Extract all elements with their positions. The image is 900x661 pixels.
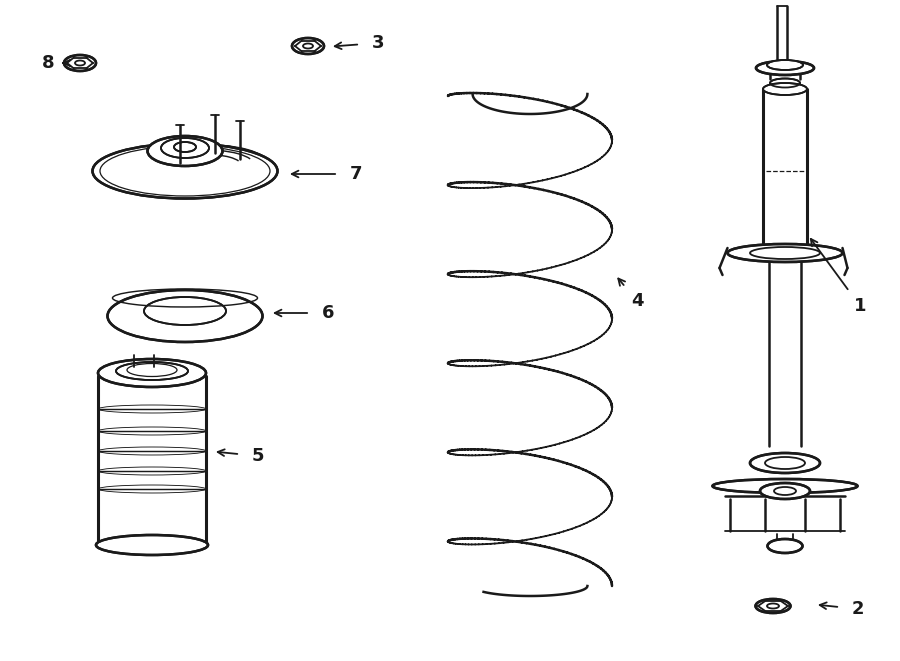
Text: 8: 8: [41, 54, 54, 72]
Text: 3: 3: [372, 34, 384, 52]
Ellipse shape: [93, 143, 277, 198]
Ellipse shape: [713, 479, 858, 493]
Ellipse shape: [116, 362, 188, 380]
Ellipse shape: [64, 55, 96, 71]
Ellipse shape: [756, 61, 814, 75]
Text: 2: 2: [851, 600, 864, 618]
Text: 1: 1: [854, 297, 866, 315]
Ellipse shape: [96, 535, 208, 555]
Ellipse shape: [763, 83, 807, 95]
Text: 6: 6: [322, 304, 334, 322]
Ellipse shape: [161, 138, 209, 158]
Ellipse shape: [770, 79, 800, 87]
Ellipse shape: [767, 60, 803, 70]
Ellipse shape: [292, 38, 324, 54]
Ellipse shape: [174, 142, 196, 152]
Ellipse shape: [144, 297, 226, 325]
Ellipse shape: [148, 136, 222, 166]
Text: 5: 5: [252, 447, 265, 465]
Ellipse shape: [760, 483, 810, 499]
Text: 7: 7: [350, 165, 362, 183]
Ellipse shape: [750, 453, 820, 473]
Ellipse shape: [98, 359, 206, 387]
Ellipse shape: [755, 599, 790, 613]
Ellipse shape: [727, 244, 842, 262]
Text: 4: 4: [631, 292, 644, 310]
Ellipse shape: [768, 539, 803, 553]
Ellipse shape: [107, 290, 263, 342]
